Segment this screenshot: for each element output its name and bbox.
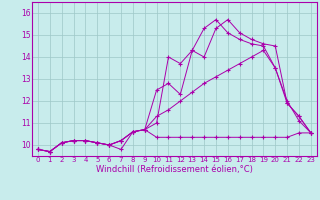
X-axis label: Windchill (Refroidissement éolien,°C): Windchill (Refroidissement éolien,°C) <box>96 165 253 174</box>
